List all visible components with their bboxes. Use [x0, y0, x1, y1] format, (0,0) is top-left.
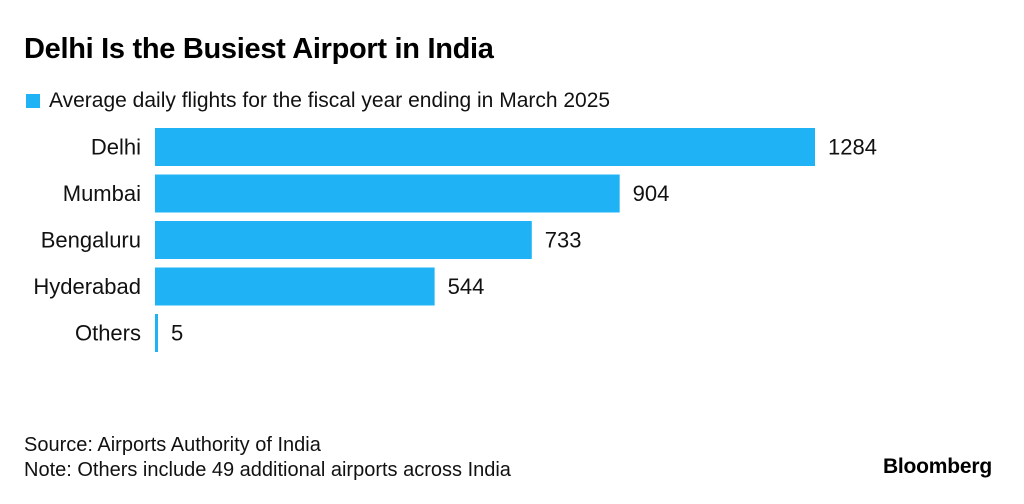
legend-label: Average daily flights for the fiscal yea…	[49, 89, 611, 112]
chart-title: Delhi Is the Busiest Airport in India	[24, 33, 494, 65]
bloomberg-logo: Bloomberg	[882, 455, 992, 478]
bar-bengaluru	[155, 221, 532, 259]
bar-others	[155, 314, 158, 352]
note-text: Note: Others include 49 additional airpo…	[24, 459, 511, 481]
value-label-hyderabad: 544	[448, 274, 485, 299]
category-label-mumbai: Mumbai	[63, 181, 141, 206]
bar-delhi	[155, 128, 815, 166]
value-label-bengaluru: 733	[545, 228, 582, 253]
value-label-mumbai: 904	[633, 181, 670, 206]
category-label-hyderabad: Hyderabad	[33, 274, 141, 299]
chart-legend: Average daily flights for the fiscal yea…	[26, 88, 610, 114]
category-label-delhi: Delhi	[91, 135, 141, 160]
category-label-others: Others	[75, 321, 141, 346]
legend-swatch	[26, 94, 40, 108]
source-text: Source: Airports Authority of India	[24, 434, 321, 456]
value-label-others: 5	[171, 321, 183, 346]
value-label-delhi: 1284	[828, 135, 877, 160]
bar-mumbai	[155, 174, 620, 213]
category-label-bengaluru: Bengaluru	[41, 228, 141, 253]
bar-hyderabad	[155, 267, 435, 306]
